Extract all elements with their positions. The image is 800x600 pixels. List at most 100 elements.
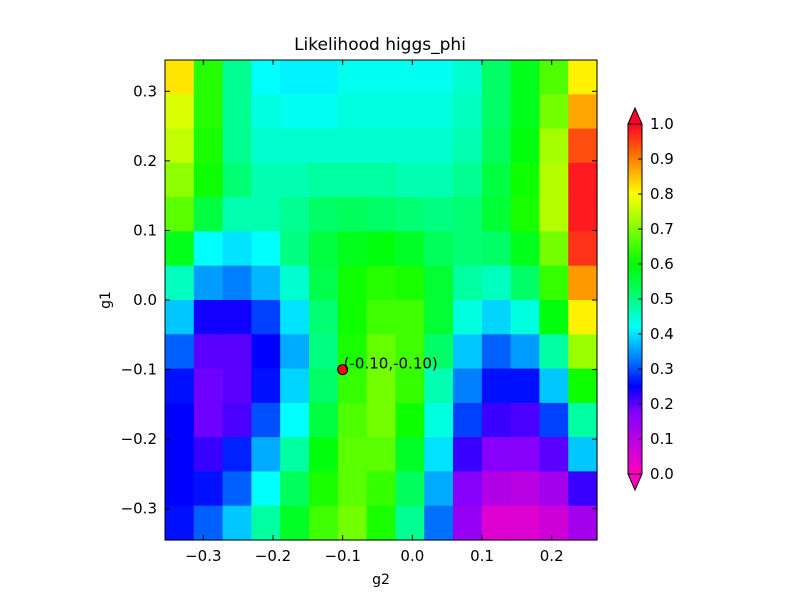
heatmap-cell	[424, 334, 454, 370]
heatmap-cell	[395, 402, 425, 438]
heatmap-cell	[280, 94, 310, 130]
heatmap-cell	[424, 265, 454, 301]
heatmap-cell	[568, 368, 598, 404]
heatmap-cell	[539, 505, 569, 541]
heatmap-cell	[452, 402, 483, 438]
heatmap-cell	[366, 60, 397, 95]
heatmap-cell	[539, 60, 569, 95]
heatmap-cell	[309, 60, 339, 95]
x-axis-label: g2	[372, 572, 390, 588]
heatmap-cell	[337, 334, 368, 370]
heatmap-cell	[539, 162, 569, 198]
colorbar-tick-label: 0.3	[650, 360, 674, 378]
heatmap-cell	[337, 162, 368, 198]
heatmap-cell	[481, 300, 512, 335]
heatmap-cell	[251, 265, 281, 301]
heatmap-cell	[251, 128, 281, 164]
y-tick-label: −0.2	[121, 430, 157, 448]
heatmap-cell	[337, 94, 368, 130]
heatmap-cell	[309, 471, 339, 507]
heatmap-cell	[539, 368, 569, 404]
heatmap-cell	[395, 471, 425, 507]
heatmap-cell	[481, 402, 512, 438]
best-fit-marker-group: (-0.10,-0.10)	[337, 355, 438, 376]
heatmap-cell	[481, 334, 512, 370]
heatmap-cell	[395, 60, 425, 95]
heatmap-cell	[481, 60, 512, 95]
heatmap-cell	[309, 94, 339, 130]
heatmap-cell	[309, 402, 339, 438]
heatmap-cell	[452, 94, 483, 130]
heatmap-cell	[193, 162, 224, 198]
heatmap-cell	[222, 162, 252, 198]
heatmap-cell	[481, 94, 512, 130]
heatmap-cell	[424, 231, 454, 267]
heatmap-cell	[424, 128, 454, 164]
heatmap-cell	[309, 368, 339, 404]
y-tick-label: 0.0	[133, 291, 157, 309]
heatmap-cell	[251, 437, 281, 473]
heatmap-cell	[222, 128, 252, 164]
heatmap-cell	[366, 94, 397, 130]
heatmap-cell	[510, 60, 540, 95]
heatmap-cell	[193, 231, 224, 267]
heatmap-cell	[165, 162, 195, 198]
heatmap-cell	[280, 505, 310, 541]
heatmap-cell	[539, 471, 569, 507]
x-tick-label: 0.2	[540, 547, 564, 565]
heatmap-cell	[251, 94, 281, 130]
heatmap-cell	[309, 231, 339, 267]
heatmap-cell	[452, 231, 483, 267]
chart-title: Likelihood higgs_phi	[294, 35, 466, 55]
heatmap-cell	[309, 300, 339, 335]
heatmap-cell	[165, 128, 195, 164]
heatmap-cells	[165, 60, 598, 541]
heatmap-cell	[539, 197, 569, 233]
heatmap-cell	[251, 197, 281, 233]
heatmap-cell	[424, 94, 454, 130]
heatmap-cell	[280, 128, 310, 164]
heatmap-cell	[222, 402, 252, 438]
heatmap-cell	[481, 368, 512, 404]
heatmap-cell	[366, 128, 397, 164]
heatmap-cell	[568, 231, 598, 267]
heatmap-cell	[510, 368, 540, 404]
heatmap-cell	[424, 60, 454, 95]
y-tick-label: 0.3	[133, 82, 157, 100]
best-fit-marker-label: (-0.10,-0.10)	[344, 355, 438, 373]
heatmap-cell	[222, 368, 252, 404]
heatmap-cell	[222, 231, 252, 267]
heatmap-cell	[366, 437, 397, 473]
heatmap-cell	[222, 60, 252, 95]
y-tick-label: −0.1	[121, 361, 157, 379]
colorbar-tick-label: 0.9	[650, 150, 674, 168]
heatmap-cell	[568, 300, 598, 335]
heatmap-cell	[452, 265, 483, 301]
heatmap-cell	[424, 505, 454, 541]
heatmap-cell	[568, 402, 598, 438]
heatmap-cell	[222, 334, 252, 370]
heatmap-cell	[568, 128, 598, 164]
heatmap-cell	[395, 368, 425, 404]
heatmap-cell	[510, 94, 540, 130]
heatmap-cell	[395, 265, 425, 301]
heatmap-cell	[280, 162, 310, 198]
heatmap-cell	[309, 334, 339, 370]
heatmap-cell	[280, 402, 310, 438]
heatmap-cell	[366, 231, 397, 267]
x-tick-label: 0.0	[400, 547, 424, 565]
heatmap-cell	[193, 437, 224, 473]
heatmap-cell	[510, 128, 540, 164]
x-axis-ticks: −0.3 −0.2 −0.1 0.0 0.1 0.2	[185, 60, 564, 565]
heatmap-cell	[193, 128, 224, 164]
heatmap-cell	[165, 402, 195, 438]
heatmap-cell	[337, 197, 368, 233]
heatmap-cell	[510, 300, 540, 335]
heatmap-cell	[193, 334, 224, 370]
heatmap-cell	[280, 334, 310, 370]
heatmap-cell	[193, 60, 224, 95]
heatmap-cell	[395, 505, 425, 541]
heatmap-cell	[222, 94, 252, 130]
heatmap-cell	[165, 197, 195, 233]
heatmap-cell	[395, 334, 425, 370]
